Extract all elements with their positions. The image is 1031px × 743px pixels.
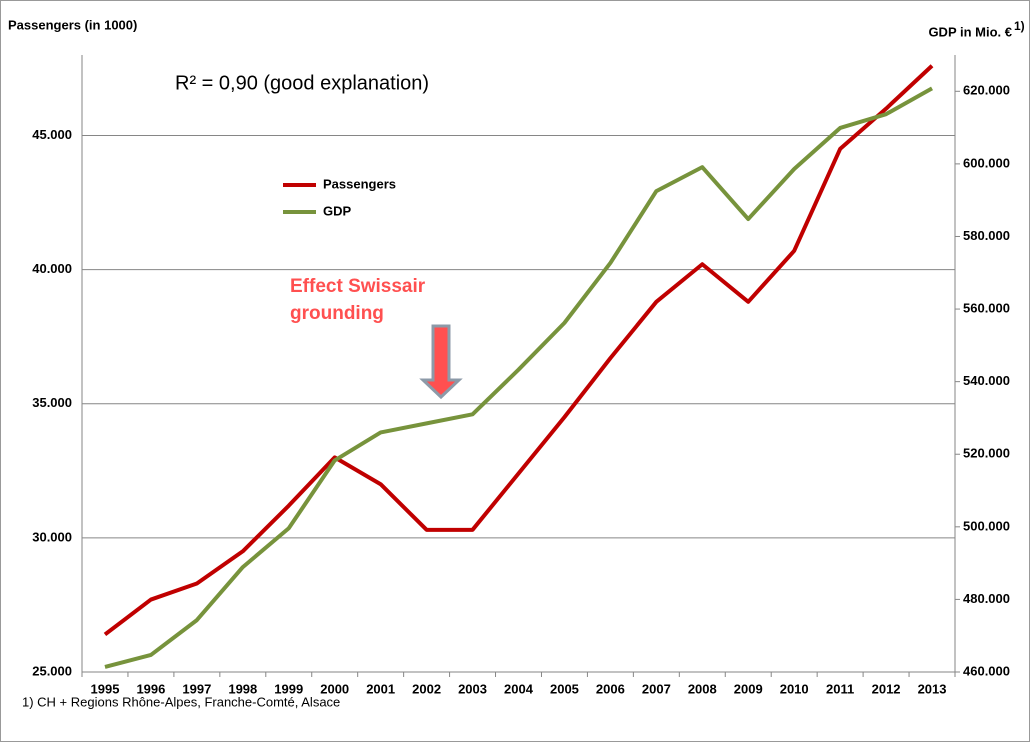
event-annotation: Effect Swissair bbox=[290, 276, 426, 297]
y-tick-label: 45.000 bbox=[32, 127, 72, 142]
y2-axis-title: GDP in Mio. € bbox=[928, 24, 1012, 39]
y-tick-label: 30.000 bbox=[32, 529, 72, 544]
x-tick-label: 2009 bbox=[734, 681, 763, 696]
x-tick-label: 2013 bbox=[918, 681, 947, 696]
y-tick-label: 40.000 bbox=[32, 261, 72, 276]
x-tick-label: 2008 bbox=[688, 681, 717, 696]
y2-tick-label: 500.000 bbox=[963, 518, 1010, 533]
x-tick-label: 2000 bbox=[320, 681, 349, 696]
y2-tick-label: 520.000 bbox=[963, 446, 1010, 461]
y-tick-label: 35.000 bbox=[32, 395, 72, 410]
y2-tick-label: 540.000 bbox=[963, 373, 1010, 388]
x-tick-label: 1997 bbox=[182, 681, 211, 696]
fit-annotation: R² = 0,90 (good explanation) bbox=[175, 72, 429, 94]
x-tick-label: 1996 bbox=[136, 681, 165, 696]
event-arrow bbox=[419, 324, 463, 400]
x-tick-label: 2010 bbox=[780, 681, 809, 696]
y2-tick-label: 600.000 bbox=[963, 155, 1010, 170]
y2-tick-label: 620.000 bbox=[963, 83, 1010, 98]
series-line bbox=[103, 64, 934, 637]
x-tick-label: 2001 bbox=[366, 681, 395, 696]
footnote: 1) CH + Regions Rhône-Alpes, Franche-Com… bbox=[22, 694, 340, 709]
series-line bbox=[104, 86, 934, 669]
x-tick-label: 2005 bbox=[550, 681, 579, 696]
y-tick-label: 25.000 bbox=[32, 663, 72, 678]
event-annotation: grounding bbox=[290, 303, 384, 324]
x-tick-label: 2002 bbox=[412, 681, 441, 696]
legend-label: Passengers bbox=[323, 176, 396, 191]
y2-tick-label: 480.000 bbox=[963, 591, 1010, 606]
y2-tick-label: 460.000 bbox=[963, 663, 1010, 678]
x-tick-label: 1999 bbox=[274, 681, 303, 696]
x-tick-label: 2012 bbox=[872, 681, 901, 696]
x-tick-label: 2007 bbox=[642, 681, 671, 696]
x-tick-label: 1995 bbox=[91, 681, 120, 696]
y-axis-title: Passengers (in 1000) bbox=[8, 17, 137, 32]
x-tick-label: 1998 bbox=[228, 681, 257, 696]
x-tick-label: 2004 bbox=[504, 681, 534, 696]
x-tick-label: 2011 bbox=[826, 681, 854, 696]
y2-tick-label: 580.000 bbox=[963, 228, 1010, 243]
legend-label: GDP bbox=[323, 203, 352, 218]
x-tick-label: 2006 bbox=[596, 681, 625, 696]
y2-tick-label: 560.000 bbox=[963, 300, 1010, 315]
footnote-mark: 1) bbox=[1014, 19, 1025, 33]
x-tick-label: 2003 bbox=[458, 681, 487, 696]
